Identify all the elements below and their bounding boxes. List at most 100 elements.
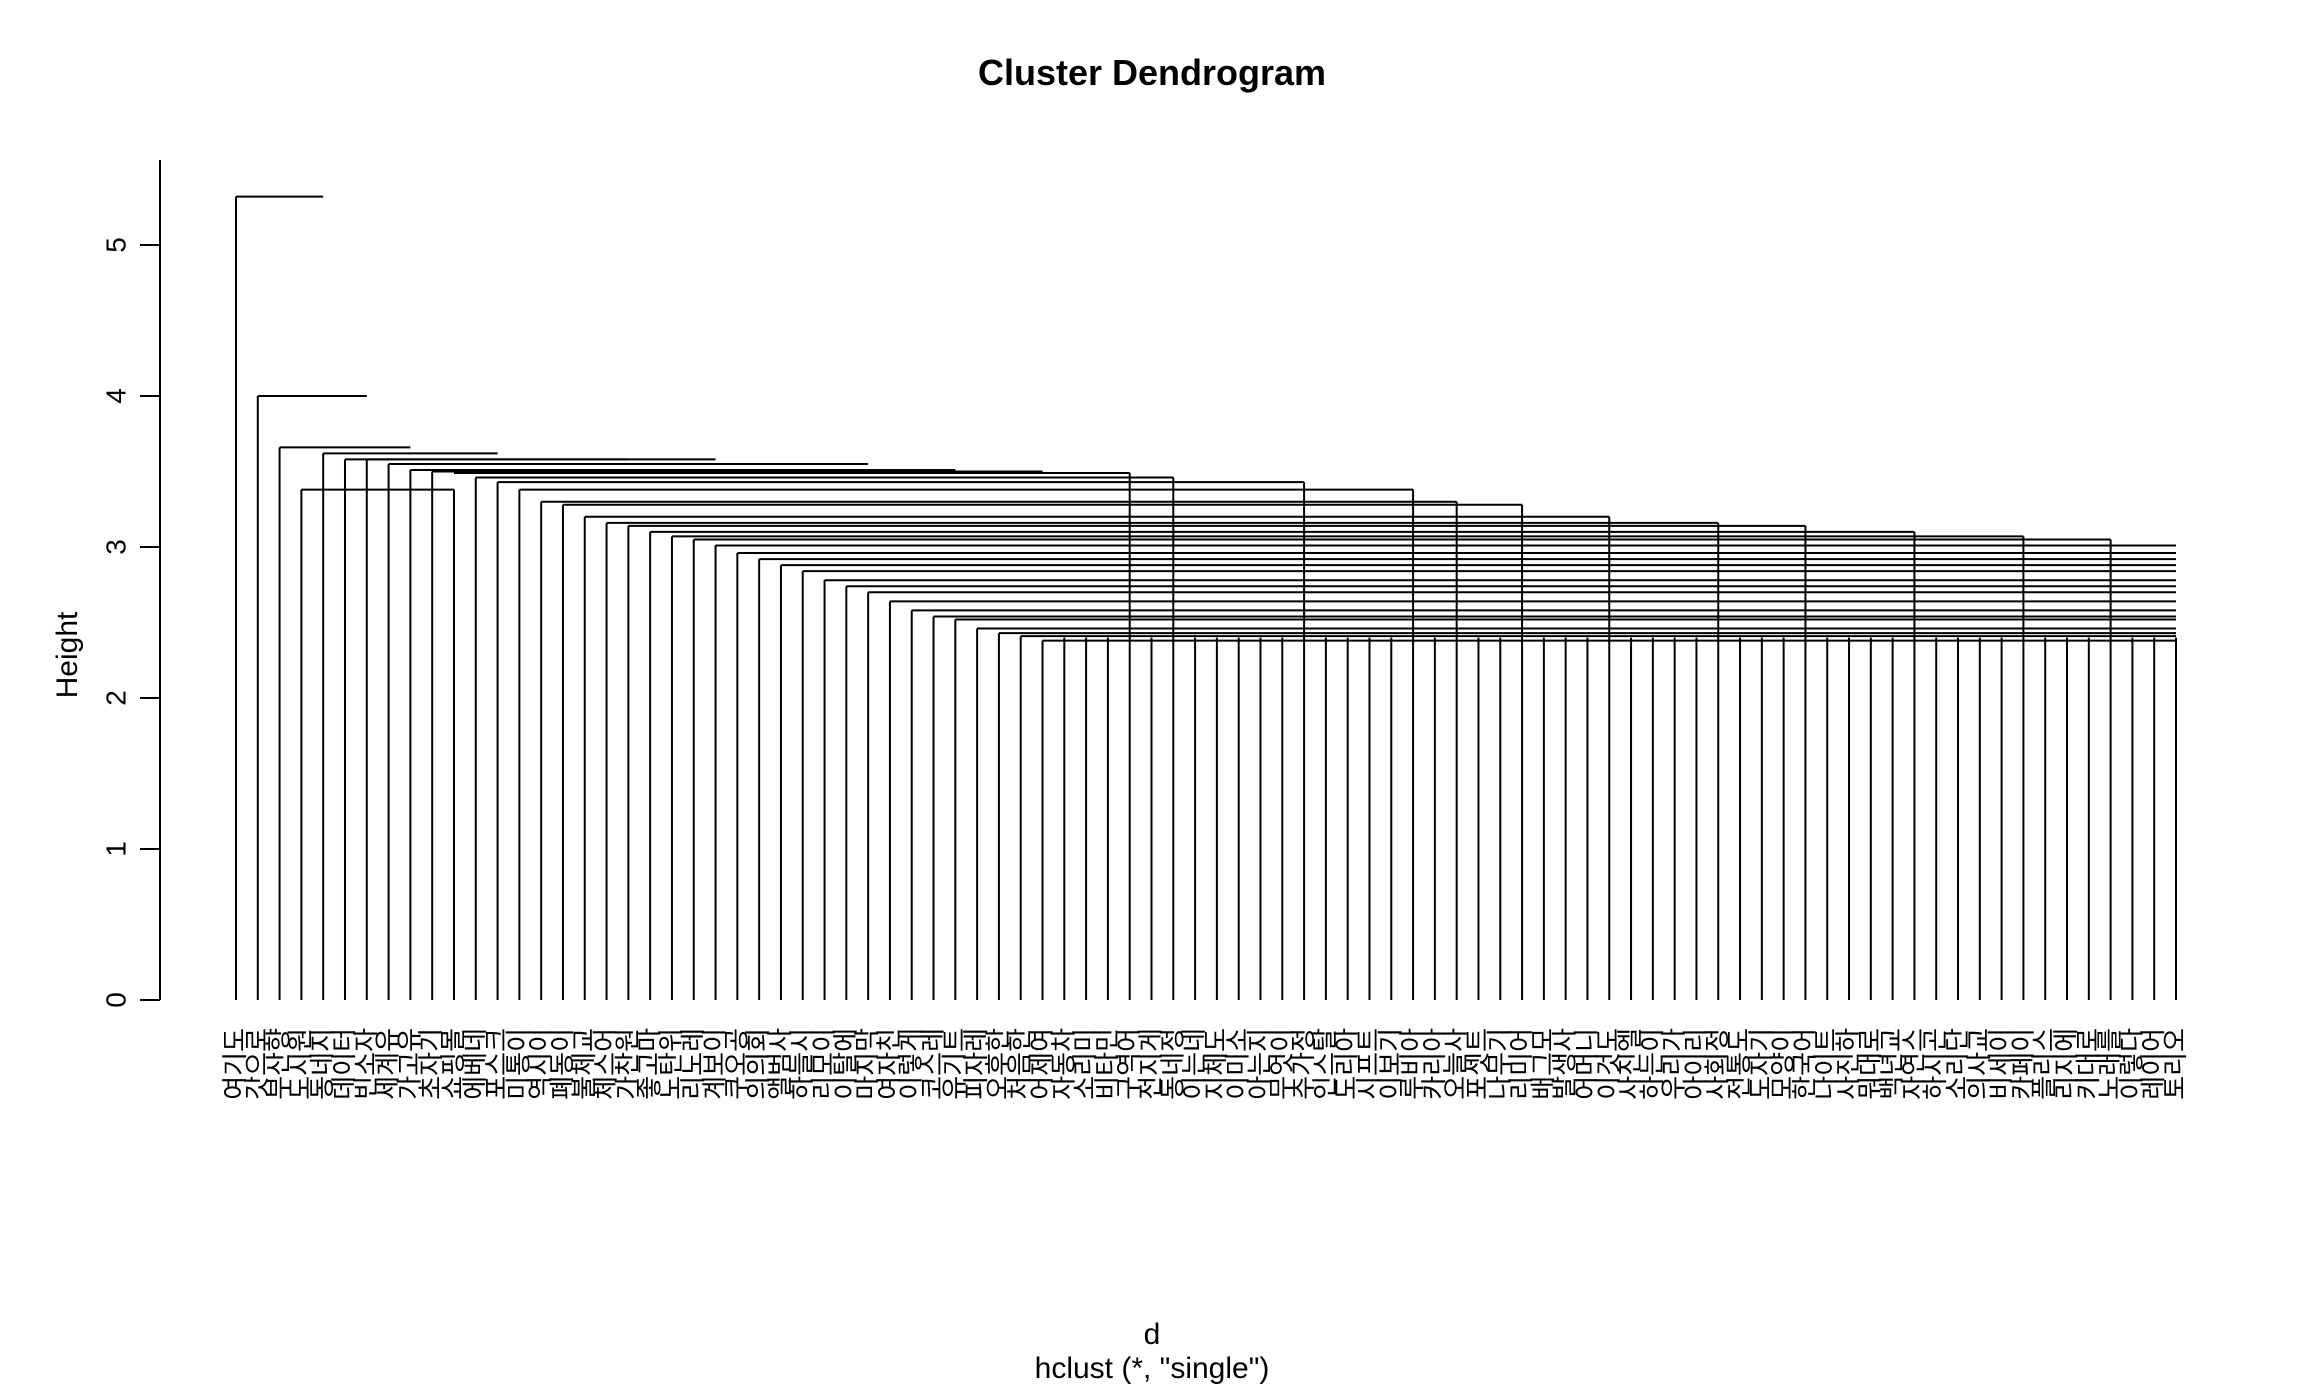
leaf-label: 구역어 [1115, 1028, 1145, 1100]
leaf-label: 미통이 [504, 1028, 534, 1100]
leaf-label: 토리오 [2161, 1028, 2191, 1100]
leaf-label: 전지게 [1137, 1028, 1167, 1100]
leaf-label: 쿠오공 [722, 1028, 752, 1100]
leaf-label: 사진하 [1834, 1028, 1864, 1100]
leaf-label: 코스레 [919, 1028, 949, 1100]
leaf-label: 나무기 [1485, 1028, 1515, 1100]
leaf-label: 우리가 [1660, 1028, 1690, 1100]
leaf-label: 발생사 [1551, 1028, 1581, 1100]
leaf-label: 앨범사 [766, 1028, 796, 1100]
leaf-label: 지체도 [1202, 1028, 1232, 1100]
leaf-label: 유기트 [940, 1028, 970, 1100]
leaf-label: 비세이 [1987, 1028, 2017, 1100]
leaf-label: 폐동이 [548, 1028, 578, 1100]
leaf-label: 플리스 [2030, 1028, 2060, 1100]
chart-title: Cluster Dendrogram [977, 52, 1327, 93]
leaf-label: 역시이 [526, 1028, 556, 1100]
leaf-label: 이탈에 [831, 1028, 861, 1100]
leaf-label: 이렇다 [2117, 1028, 2147, 1100]
y-tick-label: 5 [100, 237, 131, 253]
leaf-label: 리지에 [2052, 1028, 2082, 1100]
leaf-label: 계보이 [701, 1028, 731, 1100]
leaf-label: 리모이 [810, 1028, 840, 1100]
leaf-label: 이보기 [1376, 1028, 1406, 1100]
leaf-label: 갓으로 [243, 1028, 273, 1100]
leaf-label: 비타민 [1093, 1028, 1123, 1100]
leaf-label: 이것도 [1594, 1028, 1624, 1100]
leaf-label: 에베네 [461, 1028, 491, 1100]
y-tick-label: 3 [100, 539, 131, 555]
leaf-label: 어제여 [1028, 1028, 1058, 1100]
leaf-label: 하는이 [1638, 1028, 1668, 1100]
leaf-label: 백년교 [1878, 1028, 1908, 1100]
leaf-label: 나이트 [1812, 1028, 1842, 1100]
leaf-label: 인스탈 [1311, 1028, 1341, 1100]
leaf-label: 하시곤 [1921, 1028, 1951, 1100]
leaf-label: 도자기 [1747, 1028, 1777, 1100]
leaf-label: 의사교 [1965, 1028, 1995, 1100]
y-tick-label: 4 [100, 388, 131, 404]
leaf-label: 좋고마 [635, 1028, 665, 1100]
leaf-label: 사진엘 [1616, 1028, 1646, 1100]
leaf-label: 도시원 [286, 1028, 316, 1100]
leaf-label: 무엇이 [1267, 1028, 1297, 1100]
leaf-label: 동네정 [1158, 1028, 1188, 1100]
leaf-label: 카리아 [1420, 1028, 1450, 1100]
leaf-label: 도리아 [1333, 1028, 1363, 1100]
leaf-label: 이미소 [1224, 1028, 1254, 1100]
leaf-label: 소리미 [1071, 1028, 1101, 1100]
leaf-label: 모양이 [1769, 1028, 1799, 1100]
leaf-label: 세계유 [374, 1028, 404, 1100]
leaf-label: 초자기 [417, 1028, 447, 1100]
leaf-label: 마지막 [853, 1028, 883, 1100]
leaf-label: 키대로 [2074, 1028, 2104, 1100]
leaf-label: 가찬원 [613, 1028, 643, 1100]
leaf-label: 여자친 [875, 1028, 905, 1100]
leaf-label: 오늘사 [1442, 1028, 1472, 1100]
leaf-label: 체스어 [592, 1028, 622, 1100]
leaf-label: 리미어 [1507, 1028, 1537, 1100]
leaf-label: 오후한 [984, 1028, 1014, 1100]
leaf-label: 리노레 [679, 1028, 709, 1100]
leaf-label: 이는네 [1180, 1028, 1210, 1100]
leaf-label: 노탄위 [657, 1028, 687, 1100]
leaf-label: 한국어 [1790, 1028, 1820, 1100]
leaf-label: 배그모 [1529, 1028, 1559, 1100]
leaf-label: 동네지 [308, 1028, 338, 1100]
leaf-label: 포스크 [483, 1028, 513, 1100]
leaf-label: 피자레 [962, 1028, 992, 1100]
leaf-label: 루비아 [1398, 1028, 1428, 1100]
leaf-label: 소리단 [1943, 1028, 1973, 1100]
leaf-label: 시프트 [1354, 1028, 1384, 1100]
chart-subtitle: hclust (*, "single") [1034, 1352, 1270, 1385]
leaf-label: 아이리 [1681, 1028, 1711, 1100]
leaf-label: 자연스 [1899, 1028, 1929, 1100]
leaf-label: 이렇게 [897, 1028, 927, 1100]
leaf-label: 사회정 [1703, 1028, 1733, 1100]
leaf-label: 레이어 [2139, 1028, 2169, 1100]
leaf-label: 여기도 [221, 1028, 251, 1100]
leaf-label: 쇼핑몰 [439, 1028, 469, 1100]
leaf-label: 뭐대로 [1856, 1028, 1886, 1100]
leaf-label: 불체교 [570, 1028, 600, 1100]
leaf-label: 가고유 [395, 1028, 425, 1100]
leaf-label: 하늘시 [788, 1028, 818, 1100]
leaf-label: 아는지 [1245, 1028, 1275, 1100]
leaf-label: 데이터 [330, 1028, 360, 1100]
leaf-label: 부산향 [265, 1028, 295, 1100]
y-tick-label: 2 [100, 690, 131, 706]
leaf-label: 포셋트 [1463, 1028, 1493, 1100]
leaf-label: 추가정 [1289, 1028, 1319, 1100]
leaf-label: 의의회 [744, 1028, 774, 1100]
leaf-label: 노래를 [2096, 1028, 2126, 1100]
leaf-label: 자동차 [1049, 1028, 1079, 1100]
leaf-label: 카페이 [2008, 1028, 2038, 1100]
leaf-label: 어머니 [1572, 1028, 1602, 1100]
leaf-label: 빈소자 [352, 1028, 382, 1100]
y-tick-label: 1 [100, 841, 131, 857]
leaf-label: 처음한 [1006, 1028, 1036, 1100]
x-axis-label: d [1143, 1318, 1161, 1351]
leaf-label: 전통도 [1725, 1028, 1755, 1100]
y-tick-label: 0 [100, 992, 131, 1008]
